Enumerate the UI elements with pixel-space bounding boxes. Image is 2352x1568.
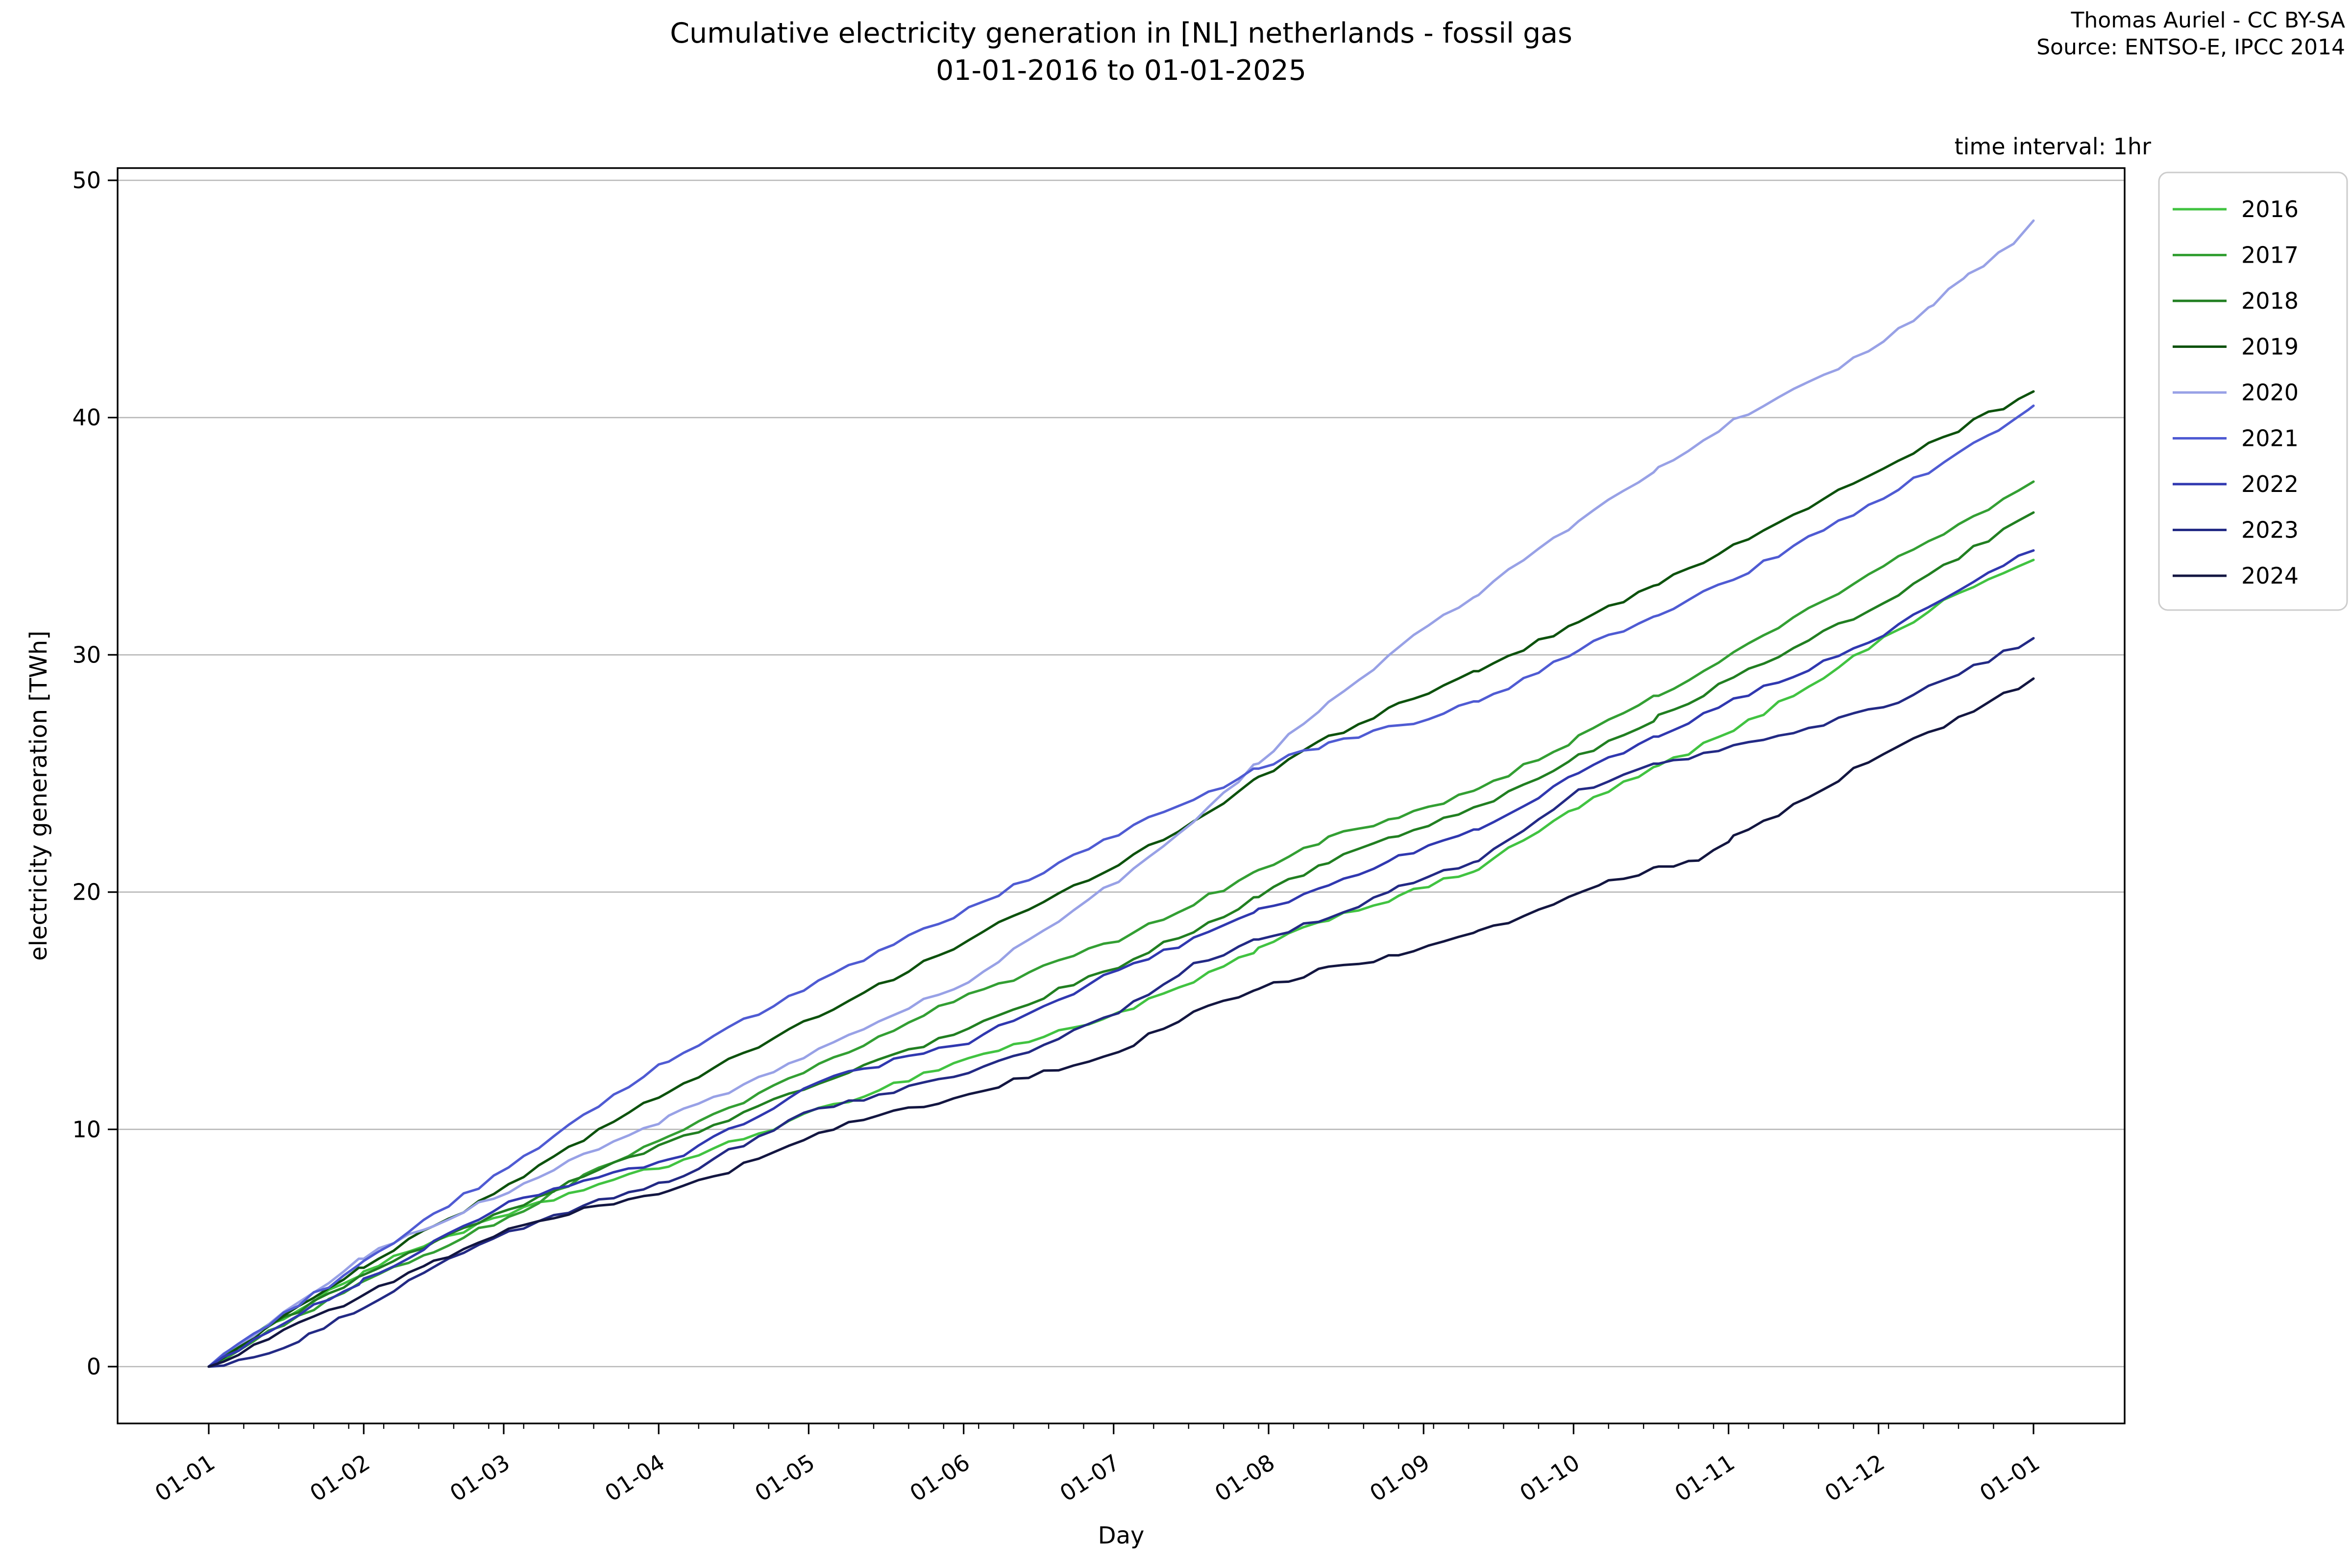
- legend-label-2024: 2024: [2241, 563, 2299, 589]
- legend-box: [2158, 172, 2348, 611]
- x-tick-label: 01-11: [1670, 1449, 1740, 1507]
- y-tick-label: 10: [72, 1116, 101, 1143]
- chart-title-line2: 01-01-2016 to 01-01-2025: [936, 54, 1306, 87]
- series-line-2020: [207, 219, 2035, 1368]
- x-tick-label: 01-01: [150, 1449, 220, 1507]
- series-line-2018: [207, 511, 2035, 1368]
- legend-label-2017: 2017: [2241, 242, 2299, 269]
- x-tick-label: 01-02: [305, 1449, 375, 1507]
- x-axis-title: Day: [1098, 1522, 1145, 1549]
- chart-title: Cumulative electricity generation in [NL…: [0, 15, 2242, 89]
- legend-label-2022: 2022: [2241, 471, 2299, 497]
- chart-title-line1: Cumulative electricity generation in [NL…: [670, 17, 1572, 49]
- x-tick-label: 01-09: [1365, 1449, 1435, 1507]
- attribution: Thomas Auriel - CC BY-SA Source: ENTSO-E…: [2036, 7, 2345, 61]
- series-line-2023: [207, 637, 2035, 1368]
- y-tick-label: 20: [72, 879, 101, 906]
- x-tick-label: 01-12: [1820, 1449, 1889, 1507]
- series-line-2021: [207, 404, 2035, 1368]
- x-tick-label: 01-01: [1975, 1449, 2044, 1507]
- series-line-2017: [207, 480, 2035, 1368]
- y-tick-label: 50: [72, 167, 101, 194]
- attribution-author: Thomas Auriel - CC BY-SA: [2071, 8, 2345, 33]
- x-tick-label: 01-03: [445, 1449, 514, 1507]
- series-line-2019: [207, 390, 2035, 1368]
- legend-label-2016: 2016: [2241, 196, 2299, 222]
- attribution-source: Source: ENTSO-E, IPCC 2014: [2036, 35, 2345, 60]
- y-tick-label: 30: [72, 641, 101, 668]
- legend-label-2020: 2020: [2241, 379, 2299, 406]
- x-tick-label: 01-04: [600, 1449, 670, 1507]
- x-tick-label: 01-06: [905, 1449, 975, 1507]
- series-line-2024: [207, 677, 2035, 1368]
- y-tick-label: 0: [87, 1353, 101, 1380]
- y-axis-title: electricity generation [TWh]: [25, 631, 52, 961]
- x-tick-label: 01-10: [1515, 1449, 1585, 1507]
- y-tick-label: 40: [72, 404, 101, 431]
- legend-label-2021: 2021: [2241, 425, 2299, 452]
- x-tick-label: 01-08: [1210, 1449, 1279, 1507]
- series-line-2022: [207, 549, 2035, 1368]
- legend-label-2018: 2018: [2241, 288, 2299, 314]
- series-line-2016: [207, 559, 2035, 1368]
- plot-frame: [117, 167, 2126, 1424]
- legend-label-2019: 2019: [2241, 334, 2299, 360]
- legend-label-2023: 2023: [2241, 517, 2299, 543]
- time-interval-note: time interval: 1hr: [1954, 133, 2151, 160]
- x-tick-label: 01-05: [750, 1449, 820, 1507]
- x-tick-label: 01-07: [1055, 1449, 1125, 1507]
